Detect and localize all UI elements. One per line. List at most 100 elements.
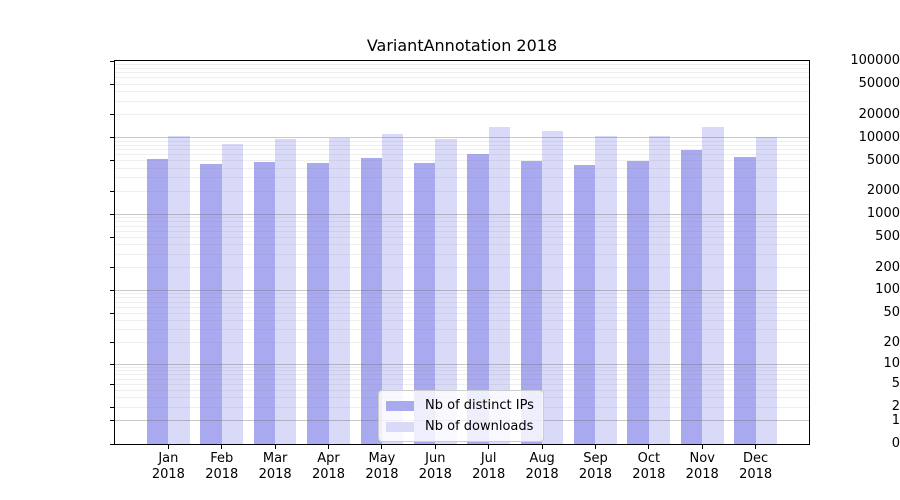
gridline-minor	[115, 342, 809, 344]
y-tick-mark	[110, 114, 114, 116]
bar-downloads	[381, 133, 404, 444]
bar-downloads	[328, 137, 350, 444]
x-tick-mark	[648, 445, 650, 449]
bar-downloads	[542, 130, 564, 444]
bar-distinct-ips	[734, 156, 756, 444]
y-tick-mark	[110, 267, 114, 269]
x-tick-mark	[381, 445, 383, 449]
gridline-minor	[115, 319, 809, 321]
gridline-major	[115, 363, 809, 365]
gridline-minor	[115, 72, 809, 74]
gridline-minor	[115, 217, 809, 219]
gridline-minor	[115, 329, 809, 331]
legend-row: Nb of downloads	[386, 419, 534, 434]
y-tick-mark	[110, 60, 114, 62]
bar-downloads	[435, 138, 457, 444]
x-tick-label: Apr 2018	[311, 451, 346, 482]
y-tick-label: 0	[891, 436, 900, 451]
gridline-minor	[115, 221, 809, 223]
gridline-minor	[115, 67, 809, 69]
y-tick-label: 50	[883, 305, 900, 321]
y-tick-mark	[110, 137, 114, 139]
gridline-minor	[115, 244, 809, 246]
bar-downloads	[221, 144, 244, 444]
legend-swatch-downloads	[386, 421, 414, 432]
x-tick-mark	[755, 445, 757, 449]
gridline-minor	[115, 253, 809, 255]
y-tick-label: 100	[875, 282, 900, 298]
y-tick-label: 10000	[858, 129, 900, 145]
y-tick-mark	[110, 312, 114, 314]
y-tick-label: 2000	[866, 183, 900, 199]
gridline-minor	[115, 225, 809, 227]
x-tick-mark	[701, 445, 703, 449]
gridline-minor	[115, 312, 809, 314]
gridline-minor	[115, 77, 809, 79]
x-tick-label: Aug 2018	[525, 451, 559, 482]
bar-distinct-ips	[360, 158, 382, 444]
gridline-minor	[115, 230, 809, 232]
gridline-minor	[115, 378, 809, 380]
gridline-minor	[115, 301, 809, 303]
gridline-minor	[115, 267, 809, 269]
grid-layer	[115, 61, 809, 444]
y-tick-mark	[110, 443, 114, 445]
gridline-minor	[115, 160, 809, 162]
x-tick-mark	[274, 445, 276, 449]
gridline-minor	[115, 366, 809, 368]
x-tick-mark	[434, 445, 436, 449]
gridline-major	[115, 213, 809, 215]
y-tick-mark	[110, 83, 114, 85]
x-tick-label: Dec 2018	[739, 451, 773, 482]
bar-downloads	[168, 135, 190, 444]
x-tick-label: Feb 2018	[205, 451, 239, 482]
gridline-minor	[115, 154, 809, 156]
legend: Nb of distinct IPs Nb of downloads	[378, 390, 544, 442]
gridline-minor	[115, 148, 809, 150]
x-tick-mark	[488, 445, 490, 449]
bar-distinct-ips	[574, 164, 596, 444]
bar-distinct-ips	[147, 158, 169, 444]
bar-downloads	[648, 136, 671, 444]
x-tick-label: Jan 2018	[151, 451, 185, 482]
bar-distinct-ips	[467, 154, 489, 444]
x-tick-mark	[541, 445, 543, 449]
x-tick-label: Oct 2018	[632, 451, 666, 482]
y-tick-mark	[110, 383, 114, 385]
bar-distinct-ips	[520, 160, 543, 444]
x-tick-mark	[221, 445, 223, 449]
bar-distinct-ips	[413, 163, 436, 444]
gridline-minor	[115, 114, 809, 116]
gridline-minor	[115, 140, 809, 142]
x-tick-label: Jul 2018	[472, 451, 506, 482]
x-tick-label: Mar 2018	[258, 451, 292, 482]
bar-downloads	[275, 139, 297, 444]
x-tick-label: May 2018	[365, 451, 399, 482]
y-tick-label: 10	[883, 356, 900, 372]
y-tick-label: 200	[875, 259, 900, 275]
y-tick-label: 5	[891, 376, 900, 392]
y-tick-mark	[110, 342, 114, 344]
y-tick-mark	[110, 420, 114, 422]
gridline-minor	[115, 64, 809, 65]
x-tick-label: Jun 2018	[418, 451, 452, 482]
gridline-minor	[115, 90, 809, 92]
bar-distinct-ips	[200, 163, 222, 444]
legend-row: Nb of distinct IPs	[386, 398, 534, 413]
bars-layer	[115, 61, 809, 444]
bar-distinct-ips	[680, 149, 703, 444]
y-tick-label: 50000	[858, 76, 900, 92]
y-tick-label: 1000	[866, 206, 900, 222]
y-tick-mark	[110, 406, 114, 408]
y-tick-mark	[110, 363, 114, 365]
gridline-minor	[115, 144, 809, 146]
gridline-minor	[115, 306, 809, 308]
x-tick-mark	[328, 445, 330, 449]
x-tick-label: Nov 2018	[685, 451, 719, 482]
y-tick-label: 20000	[858, 106, 900, 122]
gridline-minor	[115, 297, 809, 299]
bar-distinct-ips	[627, 160, 649, 444]
gridline-minor	[115, 374, 809, 376]
gridline-major	[115, 137, 809, 139]
